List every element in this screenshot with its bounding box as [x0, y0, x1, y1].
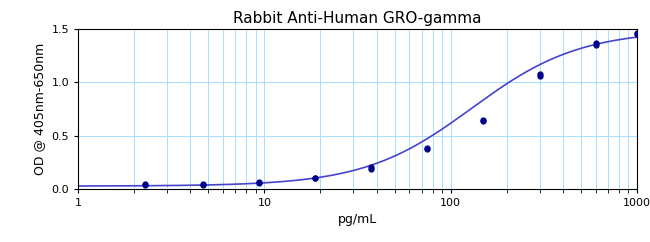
- Title: Rabbit Anti-Human GRO-gamma: Rabbit Anti-Human GRO-gamma: [233, 11, 482, 26]
- X-axis label: pg/mL: pg/mL: [338, 213, 377, 226]
- Point: [254, 181, 265, 184]
- Point: [632, 31, 642, 35]
- Point: [198, 182, 209, 186]
- Point: [310, 176, 320, 180]
- Y-axis label: OD @ 405nm-650nm: OD @ 405nm-650nm: [32, 43, 46, 175]
- Point: [366, 166, 376, 170]
- Point: [310, 176, 320, 180]
- Point: [254, 181, 265, 185]
- Point: [422, 147, 433, 151]
- Point: [140, 182, 151, 186]
- Point: [534, 72, 545, 76]
- Point: [478, 118, 489, 121]
- Point: [590, 43, 601, 47]
- Point: [422, 146, 433, 150]
- Point: [198, 182, 209, 186]
- Point: [366, 166, 376, 169]
- Point: [140, 182, 151, 186]
- Point: [534, 74, 545, 78]
- Point: [478, 119, 489, 123]
- Point: [632, 32, 642, 36]
- Point: [590, 41, 601, 45]
